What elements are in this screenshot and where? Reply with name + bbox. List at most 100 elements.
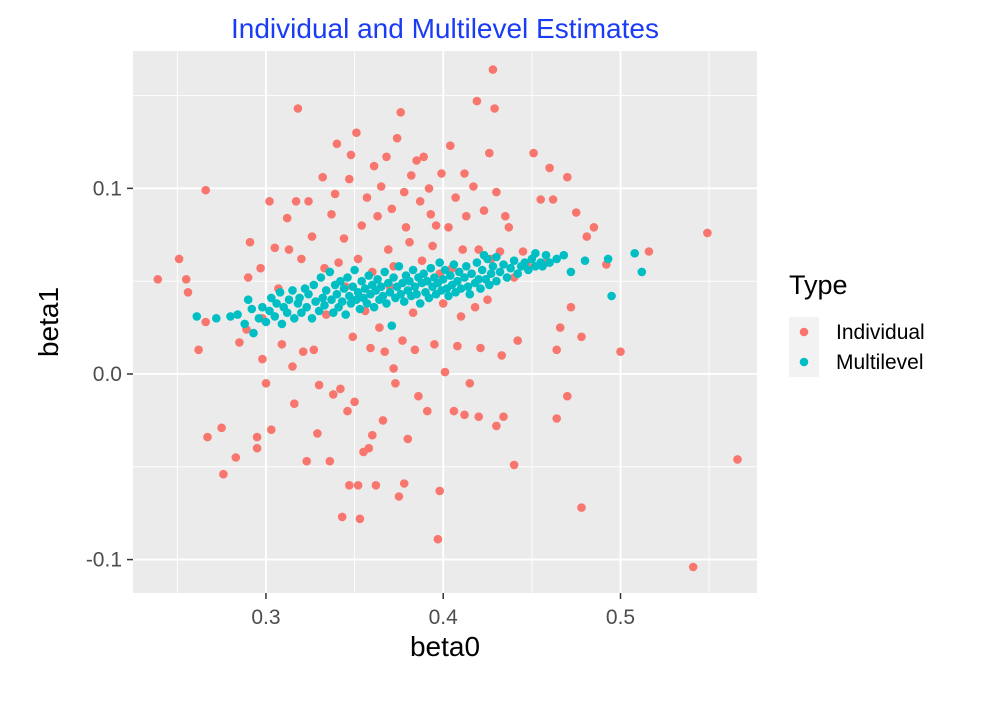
individual-point [357,221,367,230]
y-tick-label: -0.1 [86,549,122,572]
individual-point [577,332,586,342]
individual-point [394,492,404,501]
multilevel-series [192,249,647,338]
multilevel-point [394,262,404,271]
multilevel-point [499,260,508,269]
individual-point [369,161,379,171]
multilevel-point [460,273,469,282]
individual-point [174,254,184,264]
individual-point [373,211,382,221]
individual-point [424,184,434,193]
multilevel-point [307,314,317,323]
multilevel-point [580,256,590,266]
individual-point [483,295,492,305]
individual-point [430,340,439,349]
multilevel-point [637,267,647,277]
individual-point [258,354,267,364]
individual-point [555,323,565,332]
individual-point [217,423,226,433]
legend-swatch-multilevel [799,357,809,367]
individual-point [412,156,421,165]
multilevel-point [309,280,319,290]
individual-point [384,245,393,254]
individual-point [366,343,375,353]
multilevel-point [282,308,292,318]
multilevel-point [488,262,498,271]
individual-point [284,245,294,254]
individual-point [350,397,359,407]
individual-point [376,182,386,191]
individual-point [398,336,407,345]
individual-point [337,512,347,522]
individual-point [408,308,418,318]
individual-point [399,479,409,488]
multilevel-point [272,299,281,308]
multilevel-point [398,278,407,288]
multilevel-point [350,265,359,275]
multilevel-point [444,291,453,301]
multilevel-point [226,312,235,321]
individual-point [313,429,322,438]
individual-point [437,169,446,178]
individual-series [153,65,742,572]
individual-point [688,562,698,572]
legend-label-multilevel: Multilevel [836,351,924,374]
multilevel-point [362,299,372,308]
individual-point [252,432,262,442]
individual-point [302,456,312,466]
multilevel-point [524,265,533,275]
multilevel-point [541,250,551,260]
multilevel-point [513,269,522,279]
individual-point [548,195,558,204]
individual-point [201,185,210,195]
multilevel-point [467,269,476,279]
individual-point [378,416,388,425]
chart-title: Individual and Multilevel Estimates [231,13,659,44]
individual-point [231,453,241,462]
multilevel-point [275,288,285,297]
individual-point [368,430,377,440]
y-axis-title: beta1 [33,287,64,357]
multilevel-point [318,293,328,303]
multilevel-point [423,276,432,286]
multilevel-point [212,314,221,323]
multilevel-point [465,289,475,299]
individual-point [545,163,554,173]
individual-point [405,237,414,247]
individual-point [513,336,522,345]
individual-point [462,211,471,221]
multilevel-point [426,263,436,273]
individual-point [458,245,468,254]
multilevel-point [337,297,347,306]
multilevel-point [373,275,382,284]
individual-point [332,139,342,149]
multilevel-point [419,269,429,279]
multilevel-point [339,284,349,293]
plot-panel [133,51,757,593]
individual-point [382,152,391,162]
individual-point [490,104,499,113]
individual-point [318,172,328,182]
multilevel-point [336,276,345,286]
legend-title: Type [789,270,848,300]
multilevel-point [509,256,519,266]
multilevel-point [384,278,393,288]
individual-point [362,193,372,202]
individual-point [476,343,485,353]
multilevel-point [295,293,304,303]
individual-point [446,141,455,150]
individual-point [380,347,390,357]
individual-point [419,152,429,162]
multilevel-point [603,254,613,264]
individual-point [582,232,592,241]
individual-point [470,302,480,312]
y-tick-label: 0.0 [93,363,122,386]
individual-point [449,406,459,416]
multilevel-point [320,301,329,310]
multilevel-point [311,297,320,306]
multilevel-point [316,273,326,282]
multilevel-point [387,321,397,331]
x-tick-label: 0.4 [429,606,459,629]
individual-point [492,187,501,197]
individual-point [451,193,460,202]
